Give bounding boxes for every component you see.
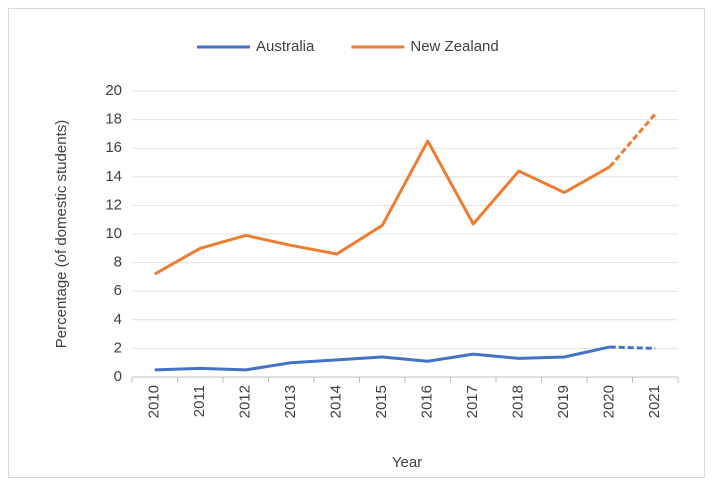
y-tick-label: 6 [114,282,122,299]
y-tick-label: 2 [114,339,122,356]
y-tick-label: 10 [105,225,122,242]
series-line-dashed [609,345,656,350]
x-axis-label: Year [392,454,422,471]
x-tick-label: 2021 [646,385,663,418]
x-tick-label: 2011 [191,385,208,417]
x-tick-label: 2019 [555,385,572,418]
y-tick-label: 18 [105,111,122,128]
y-tick-label: 12 [105,196,122,213]
x-tick-label: 2014 [328,385,345,418]
x-tick-label: 2020 [601,385,618,418]
x-tick-label: 2017 [464,385,481,418]
legend-label: New Zealand [410,38,498,55]
y-tick-label: 16 [105,139,122,156]
y-tick-label: 4 [114,311,122,328]
y-tick-label: 20 [105,82,122,99]
legend-label: Australia [256,38,315,55]
series-line-dashed [608,112,657,168]
x-tick-label: 2018 [510,385,527,418]
x-tick-label: 2010 [146,385,163,418]
series-line [154,345,611,372]
x-tick-label: 2013 [282,385,299,418]
y-tick-label: 8 [114,254,122,271]
series-line [154,139,611,276]
y-tick-label: 14 [105,168,122,185]
x-tick-label: 2012 [237,385,254,418]
x-tick-label: 2015 [373,385,390,418]
y-axis-label: Percentage (of domestic students) [53,120,70,348]
x-tick-label: 2016 [419,385,436,418]
y-tick-label: 0 [114,368,122,385]
